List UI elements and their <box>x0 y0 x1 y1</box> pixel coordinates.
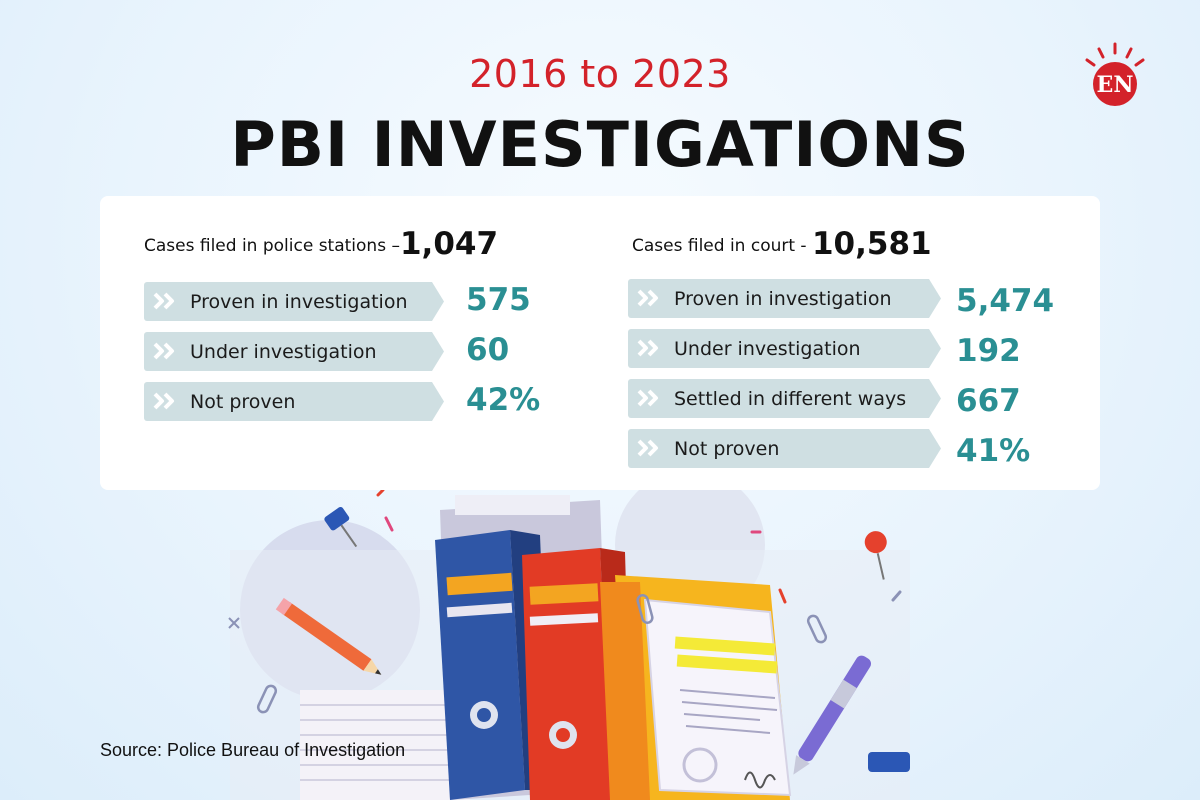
police-value-under: 60 <box>466 332 510 368</box>
double-chevron-icon <box>636 288 664 308</box>
folder-illustration <box>228 490 910 800</box>
police-row-not-proven: Not proven <box>144 382 444 421</box>
double-chevron-icon <box>152 341 180 361</box>
double-chevron-icon <box>152 391 180 411</box>
confetti-mark <box>891 590 902 602</box>
police-row-proven: Proven in investigation <box>144 282 444 321</box>
court-value-under: 192 <box>956 333 1021 369</box>
court-heading-label: Cases filed in court - <box>632 236 807 256</box>
confetti-mark <box>384 516 394 532</box>
push-pin-icon <box>864 531 887 580</box>
court-value-not-proven: 41% <box>956 433 1031 469</box>
police-total: 1,047 <box>399 226 499 262</box>
paperclip-icon <box>806 614 828 644</box>
confetti-mark <box>778 588 787 604</box>
court-row-under: Under investigation <box>628 329 941 368</box>
court-value-settled: 667 <box>956 383 1021 419</box>
police-value-not-proven: 42% <box>466 382 541 418</box>
document-icon <box>643 598 792 797</box>
double-chevron-icon <box>636 388 664 408</box>
paperclip-icon <box>636 594 654 624</box>
court-row-settled: Settled in different ways <box>628 379 941 418</box>
paperclip-icon <box>256 684 278 714</box>
confetti-mark <box>376 490 385 497</box>
cross-mark-icon <box>228 617 240 629</box>
police-value-proven: 575 <box>466 282 531 318</box>
court-row-label: Proven in investigation <box>674 288 892 310</box>
police-heading: Cases filed in police stations –1,047 <box>144 226 498 262</box>
binder-pages <box>455 495 570 515</box>
page-title: PBI INVESTIGATIONS <box>230 108 970 181</box>
pencil-icon <box>275 597 382 675</box>
paper-stack-icon <box>300 690 470 800</box>
court-total: 10,581 <box>811 226 932 262</box>
double-chevron-icon <box>636 338 664 358</box>
push-pin-icon <box>324 507 358 548</box>
court-row-label: Not proven <box>674 438 780 460</box>
court-row-proven: Proven in investigation <box>628 279 941 318</box>
court-value-proven: 5,474 <box>956 283 1055 319</box>
police-row-label: Proven in investigation <box>190 291 408 313</box>
court-row-label: Settled in different ways <box>674 388 907 410</box>
stats-card: Cases filed in police stations –1,047 Pr… <box>100 196 1100 490</box>
police-row-under: Under investigation <box>144 332 444 371</box>
year-range: 2016 to 2023 <box>469 52 731 96</box>
court-heading: Cases filed in court - 10,581 <box>632 226 932 262</box>
police-row-label: Not proven <box>190 391 296 413</box>
source-note: Source: Police Bureau of Investigation <box>100 740 406 760</box>
court-row-label: Under investigation <box>674 338 861 360</box>
pen-icon <box>793 655 872 775</box>
blue-object <box>868 752 910 772</box>
double-chevron-icon <box>152 291 180 311</box>
police-row-label: Under investigation <box>190 341 377 363</box>
en-logo-icon: EN <box>1085 42 1145 106</box>
folder-orange <box>600 582 650 800</box>
logo-text: EN <box>1097 72 1134 98</box>
police-heading-label: Cases filed in police stations – <box>144 236 400 256</box>
double-chevron-icon <box>636 438 664 458</box>
court-row-not-proven: Not proven <box>628 429 941 468</box>
